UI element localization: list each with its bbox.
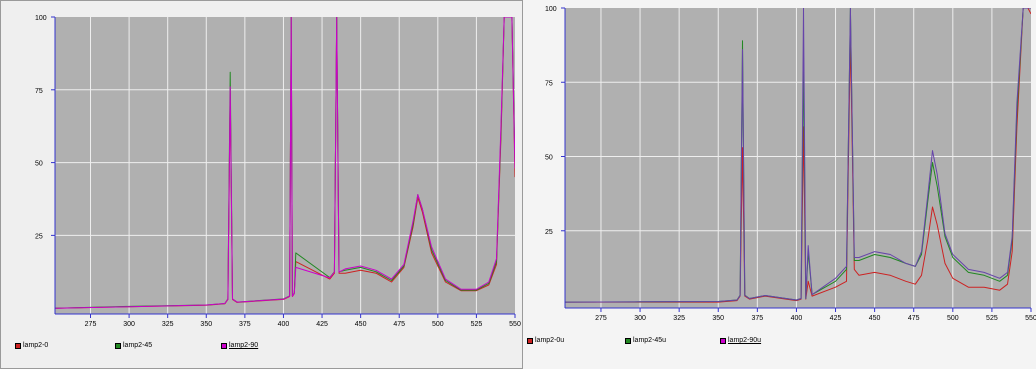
x-tick-label: 325 (162, 321, 174, 328)
x-tick-label: 325 (673, 315, 685, 322)
x-tick-label: 375 (751, 315, 763, 322)
x-tick-label: 275 (595, 315, 607, 322)
x-tick-label: 400 (278, 321, 290, 328)
spectrum-chart-right: 275 300 325 350 375 400 425 450 475 500 525 550 100 7… (545, 6, 1036, 322)
legend-item-lamp2-45u: lamp2-45u (625, 337, 666, 344)
series-group (565, 8, 1031, 303)
legend-swatch-green (115, 342, 121, 349)
y-tick-label: 100 (545, 6, 557, 13)
legend-swatch-magenta (720, 337, 726, 344)
x-tick-label: 350 (712, 315, 724, 322)
legend-item-lamp2-0u: lamp2-0u (527, 337, 564, 344)
legend-label: lamp2-0u (535, 337, 565, 344)
y-tick-label: 50 (35, 161, 43, 168)
x-tick-label: 450 (869, 315, 881, 322)
x-tick-label: 425 (830, 315, 842, 322)
chart-panel-right: 275 300 325 350 375 400 425 450 475 500 525 550 100 7… (523, 0, 1036, 369)
x-tick-label: 300 (123, 321, 135, 328)
legend-swatch-red (15, 342, 21, 349)
legend-item-lamp2-90u[interactable]: lamp2-90u (720, 337, 761, 344)
x-tick-label: 525 (986, 315, 998, 322)
y-tick-label: 25 (545, 229, 553, 236)
y-tick-label: 100 (35, 15, 47, 22)
series-line-lamp2-90 (55, 17, 515, 309)
x-tick-label: 475 (393, 321, 405, 328)
spectrum-chart-left: 275 300 325 350 375 400 425 450 475 500 525 550 100 7… (35, 15, 521, 328)
chart-panel-left: 275 300 325 350 375 400 425 450 475 500 525 550 100 7… (0, 0, 523, 369)
y-tick-label: 50 (545, 155, 553, 162)
legend-label: lamp2-45u (633, 337, 667, 344)
legend-item-lamp2-0: lamp2-0 (15, 342, 48, 349)
legend-swatch-magenta (221, 342, 227, 349)
x-tick-label: 450 (355, 321, 367, 328)
plot-area (55, 17, 515, 314)
series-line-lamp2-0u (565, 8, 1031, 303)
legend-label[interactable]: lamp2-90u (728, 337, 762, 344)
legend-swatch-green (625, 337, 631, 344)
x-tick-label: 525 (471, 321, 483, 328)
x-tick-label: 550 (509, 321, 521, 328)
x-tick-label: 275 (85, 321, 97, 328)
x-tick-label: 300 (634, 315, 646, 322)
legend-label: lamp2-0 (23, 342, 49, 349)
series-line-lamp2-90u (565, 8, 1031, 303)
y-tick-label: 75 (545, 80, 553, 87)
x-tick-label: 350 (200, 321, 212, 328)
x-tick-label: 500 (947, 315, 959, 322)
x-tick-label: 425 (316, 321, 328, 328)
x-tick-label: 475 (908, 315, 920, 322)
legend-swatch-red (527, 337, 533, 344)
legend-item-lamp2-90[interactable]: lamp2-90 (221, 342, 258, 349)
legend-item-lamp2-45: lamp2-45 (115, 342, 152, 349)
series-group (55, 17, 515, 309)
y-tick-label: 75 (35, 88, 43, 95)
x-tick-label: 375 (239, 321, 251, 328)
x-tick-label: 400 (791, 315, 803, 322)
x-tick-label: 550 (1025, 315, 1036, 322)
y-tick-label: 25 (35, 233, 43, 240)
legend-label[interactable]: lamp2-90 (229, 342, 259, 349)
legend-label: lamp2-45 (123, 342, 153, 349)
x-tick-label: 500 (432, 321, 444, 328)
